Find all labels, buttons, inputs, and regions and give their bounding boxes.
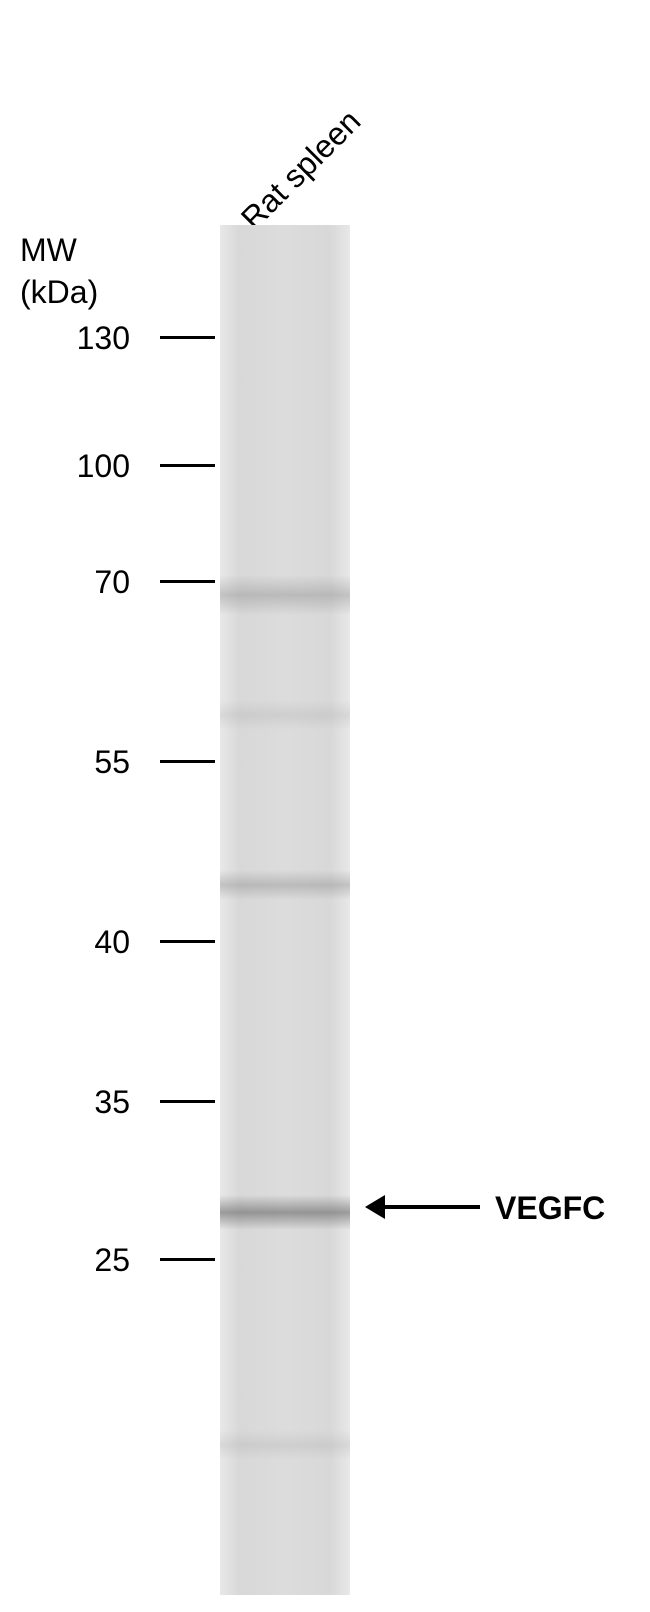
arrow-head-icon (365, 1195, 385, 1219)
mw-text-line2: (kDa) (20, 274, 98, 310)
band-low (220, 1430, 350, 1460)
marker-tick-25 (160, 1258, 215, 1261)
band-60 (220, 700, 350, 730)
target-arrow (365, 1195, 480, 1219)
marker-40: 40 (30, 924, 130, 961)
blot-container: Rat spleen MW (kDa) 130 100 70 55 40 35 … (0, 0, 650, 1612)
band-42 (220, 870, 350, 900)
marker-100: 100 (30, 448, 130, 485)
marker-35: 35 (30, 1084, 130, 1121)
gel-lane (220, 225, 350, 1595)
band-vegfc (220, 1195, 350, 1230)
marker-tick-55 (160, 760, 215, 763)
marker-tick-70 (160, 580, 215, 583)
band-70 (220, 575, 350, 615)
marker-130: 130 (30, 320, 130, 357)
mw-header: MW (kDa) (20, 230, 98, 313)
marker-70: 70 (30, 564, 130, 601)
marker-tick-100 (160, 464, 215, 467)
marker-tick-40 (160, 940, 215, 943)
target-label: VEGFC (495, 1190, 605, 1227)
mw-text-line1: MW (20, 232, 77, 268)
arrow-line (383, 1205, 480, 1209)
marker-tick-130 (160, 336, 215, 339)
marker-25: 25 (30, 1242, 130, 1279)
lane-label: Rat spleen (234, 103, 368, 237)
marker-55: 55 (30, 744, 130, 781)
marker-tick-35 (160, 1100, 215, 1103)
